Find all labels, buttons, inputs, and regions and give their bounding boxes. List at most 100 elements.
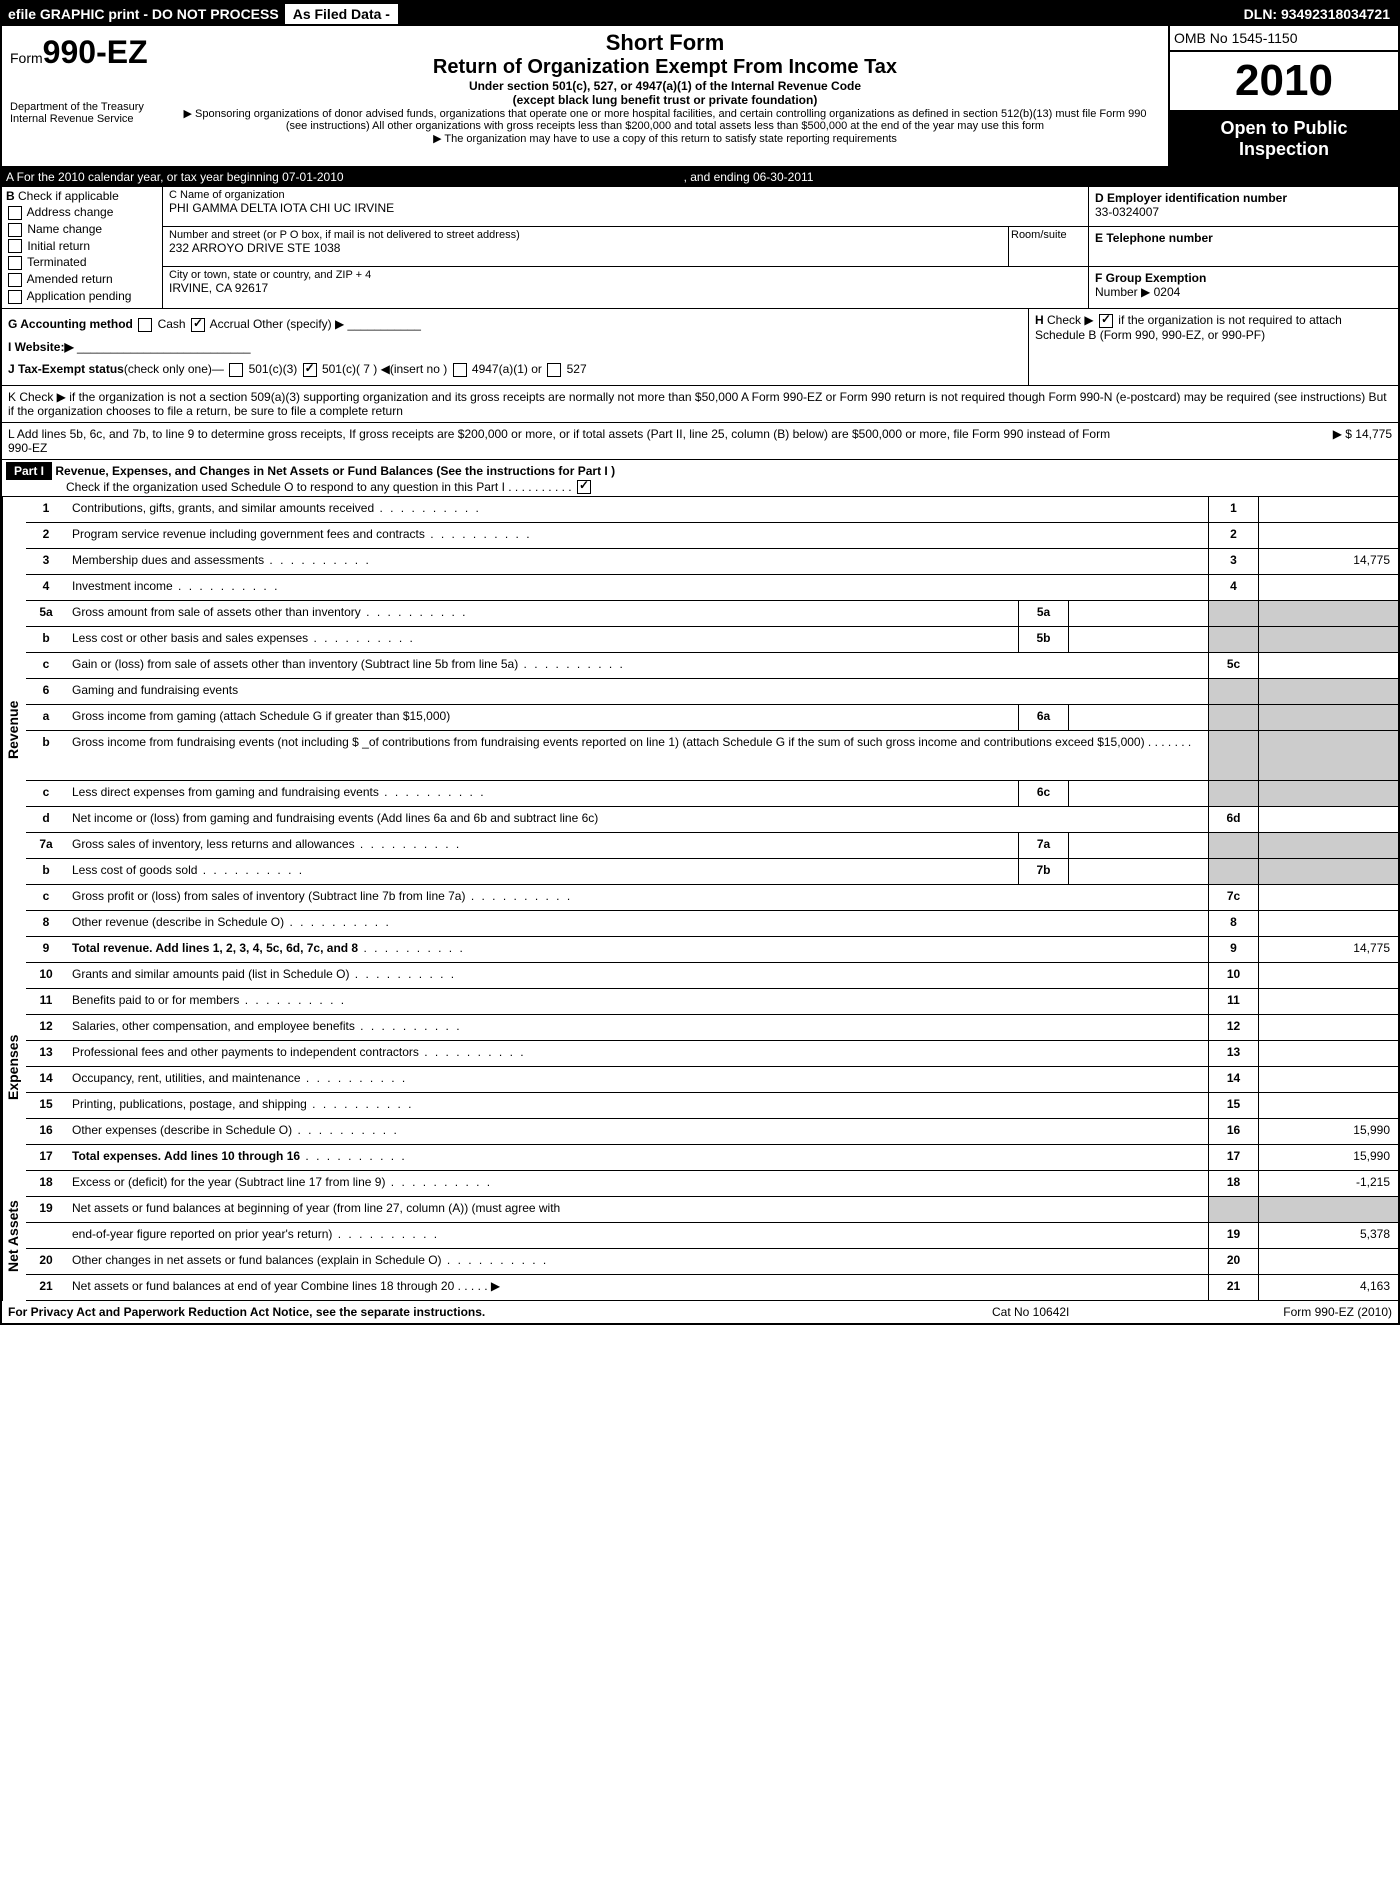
row-k: K Check ▶ if the organization is not a s… <box>2 386 1398 423</box>
part1-header: Part I Revenue, Expenses, and Changes in… <box>2 460 1398 498</box>
row-g-h: G Accounting method Cash Accrual Other (… <box>2 309 1398 386</box>
checkbox-icon[interactable] <box>453 363 467 377</box>
inspection: Open to Public Inspection <box>1168 112 1398 166</box>
j-label: J Tax-Exempt status <box>8 362 124 376</box>
row-h: H Check ▶ if the organization is not req… <box>1028 309 1398 386</box>
g-label: G Accounting method <box>8 317 133 331</box>
section-b: B Check if applicable Address change Nam… <box>2 187 1398 309</box>
checkbox-icon[interactable] <box>8 239 22 253</box>
note2: ▶ The organization may have to use a cop… <box>174 132 1156 145</box>
dept2: Internal Revenue Service <box>10 113 154 125</box>
footer: For Privacy Act and Paperwork Reduction … <box>2 1301 1398 1323</box>
right-column: D Employer identification number 33-0324… <box>1088 187 1398 308</box>
name-column: C Name of organization PHI GAMMA DELTA I… <box>162 187 1088 308</box>
cell-e: E Telephone number <box>1089 227 1398 267</box>
checkbox-icon[interactable] <box>191 318 205 332</box>
checkbox-icon[interactable] <box>1099 314 1113 328</box>
cell-d: D Employer identification number 33-0324… <box>1089 187 1398 227</box>
f-label: F Group Exemption <box>1095 271 1206 285</box>
cb-address: Address change <box>6 205 158 220</box>
city-label: City or town, state or country, and ZIP … <box>169 269 1082 281</box>
room-col: Room/suite <box>1008 227 1088 266</box>
side-netassets: Net Assets <box>2 1171 26 1301</box>
rowa-right: , and ending 06-30-2011 <box>684 170 814 184</box>
checkbox-icon[interactable] <box>547 363 561 377</box>
c-label: C Name of organization <box>169 189 1082 201</box>
expenses-lines: 10Grants and similar amounts paid (list … <box>26 963 1398 1171</box>
title1: Short Form <box>174 30 1156 56</box>
footer-mid: Cat No 10642I <box>992 1305 1192 1319</box>
checkbox-icon[interactable] <box>8 256 22 270</box>
note1: ▶ Sponsoring organizations of donor advi… <box>174 107 1156 132</box>
inspection1: Open to Public <box>1176 118 1392 139</box>
year: 2010 <box>1168 52 1398 112</box>
row-a: A For the 2010 calendar year, or tax yea… <box>2 168 1398 187</box>
side-revenue: Revenue <box>2 497 26 963</box>
street-label: Number and street (or P O box, if mail i… <box>169 229 1002 241</box>
sub2: (except black lung benefit trust or priv… <box>174 93 1156 107</box>
topbar-mid: As Filed Data - <box>285 4 398 24</box>
expenses-section: Expenses 10Grants and similar amounts pa… <box>2 963 1398 1171</box>
i-label: I Website:▶ <box>8 340 74 354</box>
cell-f: F Group Exemption Number ▶ 0204 <box>1089 267 1398 307</box>
netassets-section: Net Assets 18Excess or (deficit) for the… <box>2 1171 1398 1301</box>
form-page: efile GRAPHIC print - DO NOT PROCESS As … <box>0 0 1400 1325</box>
title-block: Short Form Return of Organization Exempt… <box>162 26 1168 166</box>
checkbox-icon[interactable] <box>8 273 22 287</box>
form-word: Form <box>10 50 43 66</box>
sub1: Under section 501(c), 527, or 4947(a)(1)… <box>174 79 1156 93</box>
d-val: 33-0324007 <box>1095 205 1392 219</box>
cell-c: C Name of organization PHI GAMMA DELTA I… <box>163 187 1088 227</box>
part1-check: Check if the organization used Schedule … <box>66 480 572 494</box>
row-g: G Accounting method Cash Accrual Other (… <box>2 309 1028 386</box>
cb-initial: Initial return <box>6 239 158 254</box>
cb-name: Name change <box>6 222 158 237</box>
cb1-label: Check if applicable <box>18 189 119 203</box>
f-label2: Number ▶ <box>1095 285 1150 299</box>
cb-terminated: Terminated <box>6 255 158 270</box>
topbar: efile GRAPHIC print - DO NOT PROCESS As … <box>2 2 1398 26</box>
cb-amended: Amended return <box>6 272 158 287</box>
d-label: D Employer identification number <box>1095 191 1287 205</box>
inspection2: Inspection <box>1176 139 1392 160</box>
b-label: B <box>6 189 15 203</box>
header: Form990-EZ Department of the Treasury In… <box>2 26 1398 168</box>
checkbox-icon[interactable] <box>577 480 591 494</box>
form-number: 990-EZ <box>43 34 148 70</box>
rowl-amount: ▶ $ 14,775 <box>1132 427 1392 455</box>
row-l: L Add lines 5b, 6c, and 7b, to line 9 to… <box>2 423 1398 460</box>
city-val: IRVINE, CA 92617 <box>169 281 1082 295</box>
f-val: 0204 <box>1154 285 1181 299</box>
omb: OMB No 1545-1150 <box>1168 26 1398 52</box>
revenue-lines: 1Contributions, gifts, grants, and simil… <box>26 497 1398 963</box>
right-boxes: OMB No 1545-1150 2010 Open to Public Ins… <box>1168 26 1398 166</box>
footer-left: For Privacy Act and Paperwork Reduction … <box>8 1305 992 1319</box>
cell-street: Number and street (or P O box, if mail i… <box>163 227 1088 267</box>
street-val: 232 ARROYO DRIVE STE 1038 <box>169 241 1002 255</box>
cb-pending: Application pending <box>6 289 158 304</box>
e-label: E Telephone number <box>1095 231 1213 245</box>
rowl-text: L Add lines 5b, 6c, and 7b, to line 9 to… <box>8 427 1132 455</box>
checkbox-icon[interactable] <box>8 290 22 304</box>
rowa-left: A For the 2010 calendar year, or tax yea… <box>6 170 344 184</box>
check-column: B Check if applicable Address change Nam… <box>2 187 162 308</box>
topbar-dln: DLN: 93492318034721 <box>1236 4 1398 24</box>
part1-title: Revenue, Expenses, and Changes in Net As… <box>55 464 615 478</box>
cell-city: City or town, state or country, and ZIP … <box>163 267 1088 307</box>
checkbox-icon[interactable] <box>8 206 22 220</box>
side-expenses: Expenses <box>2 963 26 1171</box>
checkbox-icon[interactable] <box>138 318 152 332</box>
form-label: Form990-EZ Department of the Treasury In… <box>2 26 162 166</box>
footer-right: Form 990-EZ (2010) <box>1192 1305 1392 1319</box>
topbar-left: efile GRAPHIC print - DO NOT PROCESS <box>2 4 285 24</box>
dept1: Department of the Treasury <box>10 101 154 113</box>
c-val: PHI GAMMA DELTA IOTA CHI UC IRVINE <box>169 201 1082 215</box>
title2: Return of Organization Exempt From Incom… <box>174 56 1156 79</box>
checkbox-icon[interactable] <box>229 363 243 377</box>
revenue-section: Revenue 1Contributions, gifts, grants, a… <box>2 497 1398 963</box>
h-label: H <box>1035 313 1044 327</box>
part1-label: Part I <box>6 462 52 480</box>
checkbox-icon[interactable] <box>303 363 317 377</box>
room-label: Room/suite <box>1011 229 1067 241</box>
checkbox-icon[interactable] <box>8 223 22 237</box>
